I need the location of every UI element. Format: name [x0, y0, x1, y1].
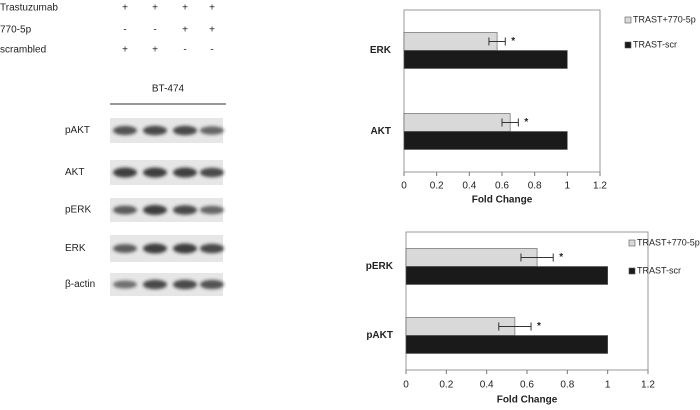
treatment-sign: +: [182, 3, 188, 14]
blot-band: [173, 243, 197, 254]
blot-band: [113, 125, 137, 136]
treatment-label: 770-5p: [0, 25, 32, 36]
x-tick-label: 0: [403, 380, 409, 391]
blot-band: [113, 167, 137, 178]
bar: [403, 32, 498, 51]
legend-label: TRAST+770-5p: [637, 237, 700, 247]
significance-mark: *: [524, 117, 528, 128]
blot-band: [113, 205, 137, 215]
blot-band: [200, 126, 224, 135]
blot-band: [143, 167, 167, 178]
protein-label: pERK: [65, 205, 91, 216]
x-tick-label: 1: [565, 181, 571, 192]
x-tick-label: 0: [401, 181, 407, 192]
error-bar: [501, 118, 519, 127]
error-bar: [498, 322, 532, 331]
x-tick-label: 1.2: [641, 380, 655, 391]
x-tick-label: 0.6: [520, 380, 534, 391]
bar: [405, 335, 608, 354]
treatment-sign: +: [209, 25, 215, 36]
blot-band: [173, 279, 197, 290]
x-tick-label: 0.2: [430, 181, 444, 192]
blot-band: [200, 279, 224, 290]
blot-band: [113, 280, 137, 289]
legend-swatch: [628, 239, 636, 247]
treatment-sign: +: [182, 25, 188, 36]
blot-band: [200, 167, 224, 178]
treatment-sign: +: [122, 45, 128, 56]
protein-label: β-actin: [65, 279, 95, 290]
bar: [405, 266, 608, 285]
bar: [403, 113, 511, 132]
treatment-sign: +: [209, 3, 215, 14]
x-tick-label: 0.8: [560, 380, 574, 391]
protein-label: pAKT: [65, 125, 90, 136]
error-bar: [520, 253, 554, 262]
legend-swatch: [624, 16, 632, 24]
treatment-sign: -: [153, 25, 156, 36]
x-tick-label: 1: [605, 380, 611, 391]
treatment-sign: -: [183, 45, 186, 56]
bar: [403, 131, 568, 150]
protein-label: ERK: [65, 243, 86, 254]
treatment-sign: -: [123, 25, 126, 36]
blot-band: [143, 279, 167, 290]
treatment-sign: +: [122, 3, 128, 14]
x-tick-label: 0.4: [462, 181, 476, 192]
blot-band: [143, 125, 167, 136]
cell-line: BT-474: [152, 84, 185, 95]
blot-band: [200, 243, 224, 254]
treatment-sign: +: [152, 45, 158, 56]
x-tick-label: 0.4: [480, 380, 494, 391]
legend-swatch: [624, 41, 632, 49]
blot-band: [113, 244, 137, 253]
blot-band: [173, 125, 197, 136]
legend-swatch: [628, 267, 636, 275]
legend-label: TRAST-scr: [633, 39, 677, 49]
treatment-sign: -: [210, 45, 213, 56]
significance-mark: *: [559, 252, 563, 263]
error-bar: [488, 37, 506, 46]
blot-band: [173, 205, 197, 215]
blot-band: [200, 205, 224, 215]
bar: [403, 50, 568, 69]
x-tick-label: 0.8: [528, 181, 542, 192]
x-tick-label: 0.2: [439, 380, 453, 391]
significance-mark: *: [537, 321, 541, 332]
x-tick-label: 1.2: [593, 181, 607, 192]
category-label: pAKT: [366, 330, 393, 341]
x-axis-label: Fold Change: [497, 395, 558, 406]
category-label: ERK: [370, 45, 392, 56]
treatment-label: Trastuzumab: [0, 3, 58, 14]
x-tick-label: 0.6: [495, 181, 509, 192]
blot-band: [173, 167, 197, 178]
category-label: pERK: [366, 261, 394, 272]
blot-band: [143, 243, 167, 254]
protein-label: AKT: [65, 167, 84, 178]
legend-label: TRAST+770-5p: [633, 14, 696, 24]
blot-band: [143, 205, 167, 215]
treatment-label: scrambled: [0, 45, 46, 56]
category-label: AKT: [370, 126, 391, 137]
x-axis-label: Fold Change: [472, 195, 533, 206]
bar: [405, 248, 538, 267]
treatment-sign: +: [152, 3, 158, 14]
significance-mark: *: [511, 36, 515, 47]
legend-label: TRAST-scr: [637, 265, 681, 275]
